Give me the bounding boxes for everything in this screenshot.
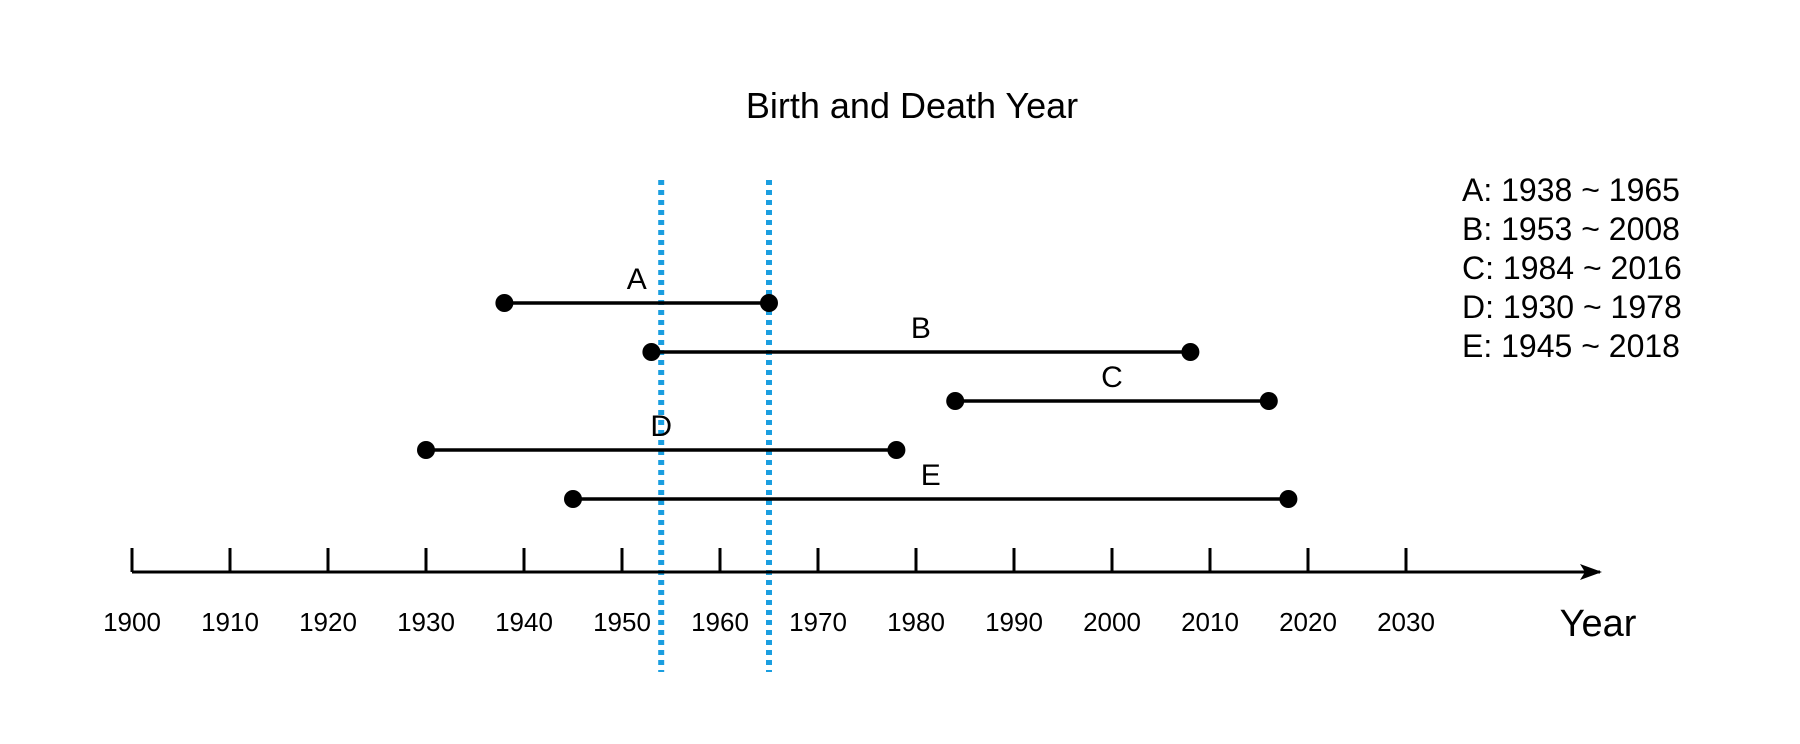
span-end-point [1279, 490, 1298, 508]
reference-lines [658, 180, 772, 672]
x-tick-label: 1950 [593, 607, 651, 637]
legend-entry: D: 1930 ~ 1978 [1462, 289, 1682, 325]
x-axis-tick-labels: 1900 1910 1920 1930 1940 1950 1960 1970 1980 1990… [103, 607, 1435, 637]
span-end-point [887, 441, 906, 459]
x-tick-label: 2010 [1181, 607, 1239, 637]
x-tick-label: 1940 [495, 607, 553, 637]
span-label: A [627, 263, 647, 296]
legend-entry: A: 1938 ~ 1965 [1462, 172, 1680, 208]
span-label: D [650, 410, 672, 443]
x-tick-label: 1910 [201, 607, 259, 637]
legend-entry: C: 1984 ~ 2016 [1462, 250, 1682, 286]
x-tick-label: 1930 [397, 607, 455, 637]
span-start-point [946, 392, 965, 410]
span-start-point [564, 490, 582, 508]
x-tick-label: 1920 [299, 607, 357, 637]
lifespan-spans: A B C D E [417, 263, 1298, 508]
x-tick-label: 2030 [1377, 607, 1435, 637]
legend-entry: B: 1953 ~ 2008 [1462, 211, 1680, 247]
x-tick-label: 2020 [1279, 607, 1337, 637]
span-start-point [417, 441, 435, 459]
span-label: C [1101, 361, 1123, 394]
x-tick-label: 1980 [887, 607, 945, 637]
chart-title: Birth and Death Year [746, 85, 1078, 126]
x-tick-label: 1900 [103, 607, 161, 637]
x-tick-label: 2000 [1083, 607, 1141, 637]
span-label: E [921, 459, 941, 492]
span-end-point [1259, 392, 1278, 410]
x-axis-ticks [130, 548, 1408, 572]
legend-entry: E: 1945 ~ 2018 [1462, 328, 1680, 364]
x-tick-label: 1990 [985, 607, 1043, 637]
span-start-point [642, 343, 661, 361]
span-label: B [911, 312, 931, 345]
x-tick-label: 1970 [789, 607, 847, 637]
span-start-point [495, 294, 514, 312]
x-axis-title: Year [1560, 603, 1637, 645]
span-end-point [1181, 343, 1200, 361]
x-tick-label: 1960 [691, 607, 749, 637]
span-end-point [760, 294, 778, 312]
